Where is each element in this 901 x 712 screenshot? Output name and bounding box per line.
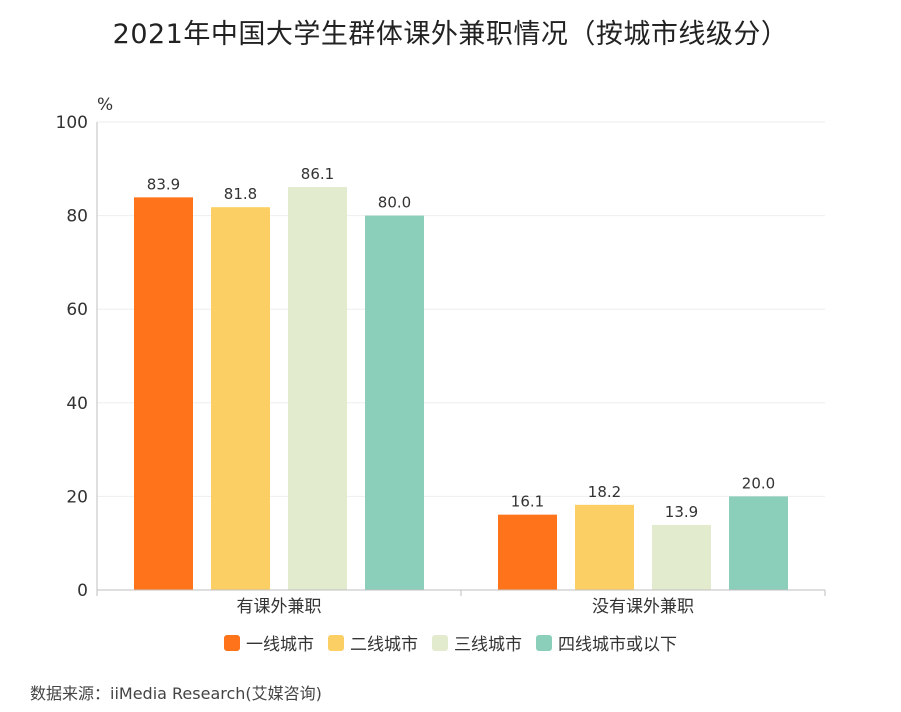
chart-title: 2021年中国大学生群体课外兼职情况（按城市线级分） bbox=[112, 19, 789, 50]
legend-swatch bbox=[224, 634, 240, 651]
data-label: 86.1 bbox=[301, 165, 334, 183]
legend-swatch bbox=[328, 634, 344, 651]
legend-item: 四线城市或以下 bbox=[536, 630, 677, 655]
y-tick-label: 20 bbox=[66, 487, 88, 507]
y-axis-unit: % bbox=[97, 95, 113, 115]
y-tick-label: 40 bbox=[66, 394, 88, 414]
bar bbox=[211, 207, 270, 590]
legend-swatch bbox=[536, 634, 552, 651]
bar bbox=[652, 524, 711, 590]
y-tick-label: 60 bbox=[66, 300, 88, 320]
data-label: 16.1 bbox=[511, 493, 544, 511]
data-source: 数据来源：iiMedia Research(艾媒咨询) bbox=[30, 684, 322, 703]
legend-label: 二线城市 bbox=[350, 635, 418, 655]
legend-label: 四线城市或以下 bbox=[558, 635, 677, 655]
data-label: 18.2 bbox=[588, 483, 621, 501]
bars: 83.9 81.8 86.1 80.0 16.1 18.2 13.9 20.0 bbox=[134, 165, 788, 590]
legend-item: 一线城市 bbox=[224, 630, 314, 655]
legend-item: 二线城市 bbox=[328, 630, 418, 655]
legend: 一线城市 二线城市 三线城市 四线城市或以下 bbox=[0, 630, 901, 655]
data-label: 13.9 bbox=[665, 503, 698, 521]
bar bbox=[498, 514, 557, 590]
bar bbox=[729, 496, 788, 590]
bar bbox=[288, 187, 347, 590]
y-tick-label: 100 bbox=[56, 113, 88, 133]
gridlines bbox=[97, 121, 825, 497]
bar bbox=[575, 504, 634, 590]
legend-label: 一线城市 bbox=[246, 635, 314, 655]
data-label: 20.0 bbox=[742, 474, 775, 492]
data-label: 81.8 bbox=[224, 185, 257, 203]
data-label: 83.9 bbox=[147, 175, 180, 193]
x-tick-label: 有课外兼职 bbox=[237, 597, 322, 617]
x-tick-label: 没有课外兼职 bbox=[592, 597, 694, 617]
y-tick-label: 80 bbox=[66, 207, 88, 227]
bar bbox=[365, 215, 424, 590]
x-axis: 有课外兼职 没有课外兼职 bbox=[96, 589, 826, 617]
legend-item: 三线城市 bbox=[432, 630, 522, 655]
y-axis: 0 20 40 60 80 100% bbox=[56, 95, 114, 601]
y-tick-label: 0 bbox=[77, 581, 88, 601]
bar bbox=[134, 197, 193, 590]
legend-swatch bbox=[432, 634, 448, 651]
data-label: 80.0 bbox=[378, 194, 411, 212]
legend-label: 三线城市 bbox=[454, 635, 522, 655]
